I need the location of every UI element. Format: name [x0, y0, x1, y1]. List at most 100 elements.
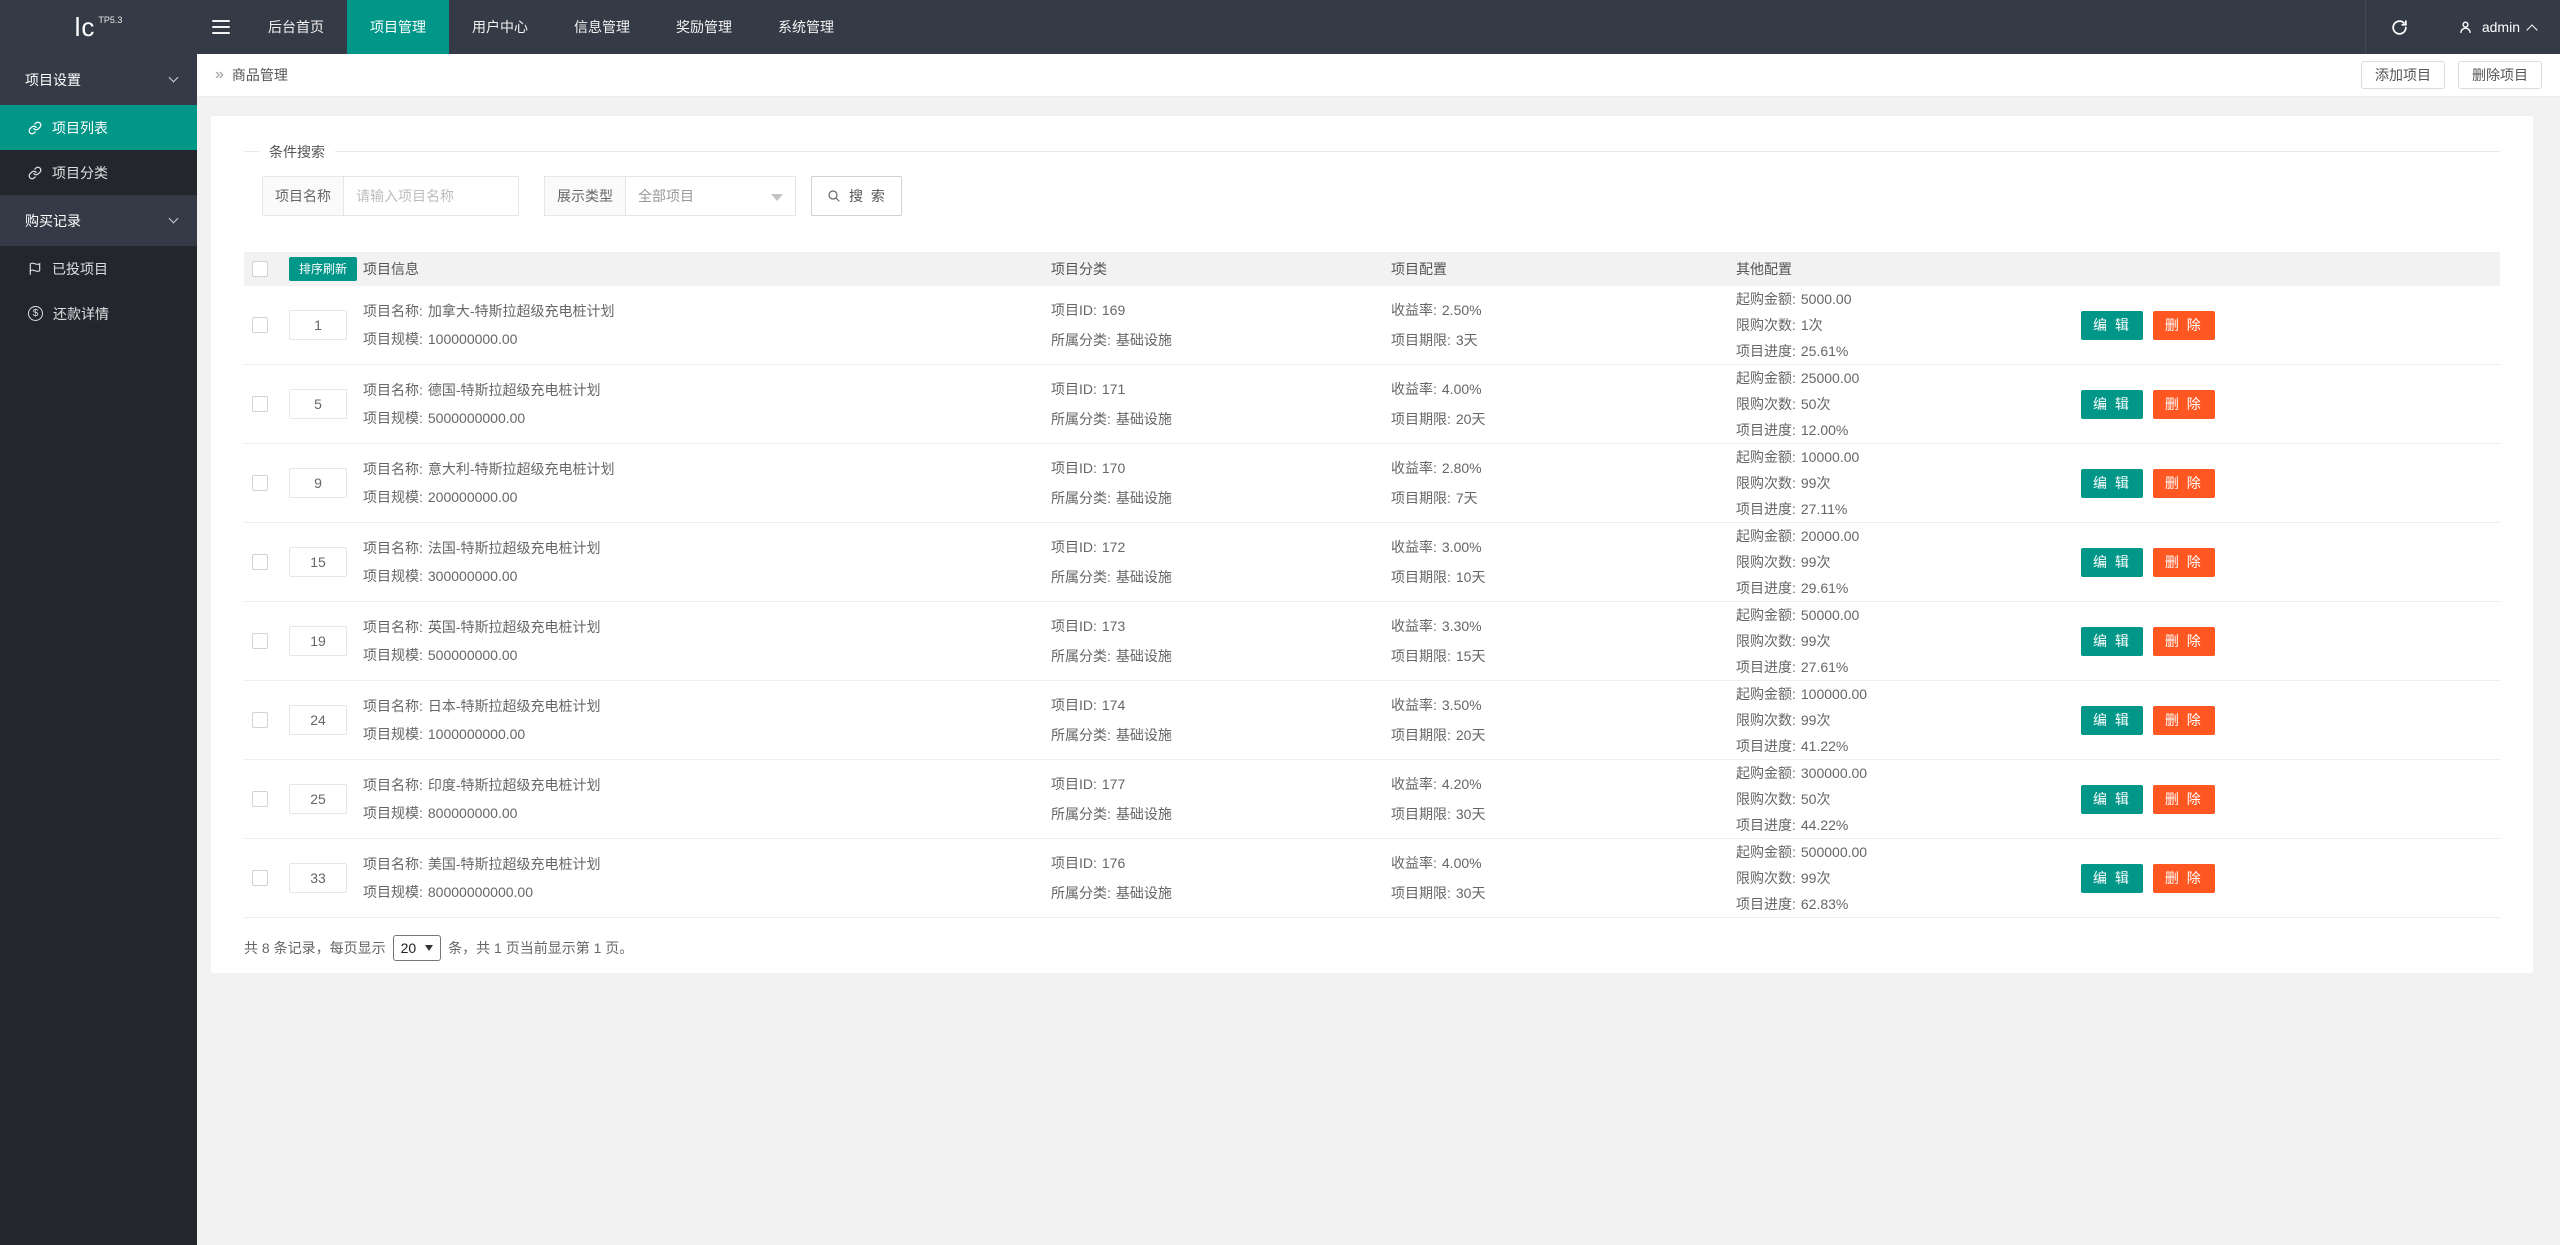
- sidebar-item[interactable]: 已投项目: [0, 246, 197, 291]
- project-info-cell: 项目名称: 法国-特斯拉超级充电桩计划 项目规模: 300000000.00: [363, 540, 601, 584]
- sidebar-item[interactable]: 项目列表: [0, 105, 197, 150]
- nav-item[interactable]: 奖励管理: [676, 19, 732, 35]
- nav-item[interactable]: 项目管理: [347, 0, 449, 54]
- projects-table: 排序刷新 项目信息 项目分类 项目配置 其他配置 项目名称:加拿大-特斯拉超级充…: [244, 252, 2500, 918]
- project-category: 基础设施: [1115, 490, 1172, 506]
- sort-order-input[interactable]: [289, 310, 347, 340]
- row-checkbox[interactable]: [252, 475, 268, 491]
- add-project-button[interactable]: 添加项目: [2361, 61, 2445, 89]
- page-size-value: 20: [400, 940, 417, 956]
- delete-project-button[interactable]: 删除项目: [2458, 61, 2542, 89]
- nav-item[interactable]: 后台首页: [268, 19, 324, 35]
- hamburger-menu-icon[interactable]: [197, 0, 245, 54]
- row-checkbox[interactable]: [252, 554, 268, 570]
- other-config-cell: 起购金额: 5000.00 限购次数: 1次 项目进度: 25.61%: [1736, 291, 1852, 359]
- card: 条件搜索 项目名称 展示类型 全部项目: [211, 116, 2533, 973]
- link-icon: [28, 121, 42, 134]
- search-button[interactable]: 搜 索: [811, 176, 902, 216]
- sort-order-input[interactable]: [289, 389, 347, 419]
- search-form: 项目名称 展示类型 全部项目 搜 索: [262, 176, 2500, 216]
- project-category-cell: 项目ID: 173 所属分类: 基础设施: [1051, 618, 1172, 664]
- delete-button[interactable]: 删 除: [2152, 389, 2215, 419]
- edit-button[interactable]: 编 辑: [2081, 389, 2143, 419]
- project-category: 基础设施: [1115, 648, 1172, 664]
- sort-order-input[interactable]: [289, 626, 347, 656]
- project-name-input[interactable]: [344, 176, 519, 216]
- search-legend: 条件搜索: [259, 142, 335, 162]
- display-type-select[interactable]: 全部项目: [626, 176, 796, 216]
- project-config-cell: 收益率: 2.50% 项目期限: 3天: [1391, 302, 1482, 348]
- sidebar-item[interactable]: $ 还款详情: [0, 291, 197, 336]
- delete-button[interactable]: 删 除: [2152, 468, 2215, 498]
- project-name: 日本-特斯拉超级充电桩计划: [427, 698, 601, 714]
- project-category-cell: 项目ID: 169 所属分类: 基础设施: [1051, 302, 1172, 348]
- other-config-cell: 起购金额: 100000.00 限购次数: 99次 项目进度: 41.22%: [1736, 686, 1868, 754]
- row-checkbox[interactable]: [252, 396, 268, 412]
- select-all-checkbox[interactable]: [252, 261, 268, 277]
- nav-item[interactable]: 用户中心: [472, 19, 528, 35]
- sort-order-input[interactable]: [289, 705, 347, 735]
- project-category-cell: 项目ID: 170 所属分类: 基础设施: [1051, 460, 1172, 506]
- yield-rate: 4.20%: [1441, 776, 1482, 792]
- edit-button[interactable]: 编 辑: [2081, 705, 2143, 735]
- column-header-info: 项目信息: [363, 261, 419, 277]
- chevron-down-icon: [168, 72, 179, 83]
- delete-button[interactable]: 删 除: [2152, 547, 2215, 577]
- breadcrumb-bar: » 商品管理 添加项目 删除项目: [197, 54, 2560, 97]
- sort-order-input[interactable]: [289, 468, 347, 498]
- delete-button[interactable]: 删 除: [2152, 784, 2215, 814]
- delete-button[interactable]: 删 除: [2152, 310, 2215, 340]
- project-name: 法国-特斯拉超级充电桩计划: [427, 540, 601, 556]
- project-period: 3天: [1455, 332, 1478, 348]
- sidebar-group[interactable]: 购买记录: [0, 195, 197, 246]
- page-size-select[interactable]: 20: [392, 935, 442, 961]
- min-amount: 20000.00: [1800, 528, 1860, 544]
- search-icon: [828, 190, 840, 202]
- row-checkbox[interactable]: [252, 870, 268, 886]
- edit-button[interactable]: 编 辑: [2081, 310, 2143, 340]
- edit-button[interactable]: 编 辑: [2081, 863, 2143, 893]
- logo-text: lc: [74, 12, 96, 42]
- delete-button[interactable]: 删 除: [2152, 626, 2215, 656]
- sort-order-input[interactable]: [289, 784, 347, 814]
- row-checkbox[interactable]: [252, 791, 268, 807]
- table-row: 项目名称:意大利-特斯拉超级充电桩计划 项目规模:200000000.00 项目…: [244, 444, 2500, 523]
- nav-item[interactable]: 系统管理: [778, 19, 834, 35]
- sort-refresh-button[interactable]: 排序刷新: [289, 257, 358, 281]
- row-checkbox[interactable]: [252, 317, 268, 333]
- project-id: 173: [1101, 618, 1126, 634]
- min-amount: 50000.00: [1800, 607, 1860, 623]
- row-checkbox[interactable]: [252, 633, 268, 649]
- table-row: 项目名称:德国-特斯拉超级充电桩计划 项目规模:5000000000.00 项目…: [244, 365, 2500, 444]
- table-row: 项目名称:英国-特斯拉超级充电桩计划 项目规模:500000000.00 项目I…: [244, 602, 2500, 681]
- edit-button[interactable]: 编 辑: [2081, 547, 2143, 577]
- sidebar-group[interactable]: 项目设置: [0, 54, 197, 105]
- min-amount: 10000.00: [1800, 449, 1860, 465]
- sort-order-input[interactable]: [289, 547, 347, 577]
- logo-version: TP5.3: [98, 15, 123, 25]
- edit-button[interactable]: 编 辑: [2081, 626, 2143, 656]
- triangle-down-icon: [771, 194, 783, 201]
- project-progress: 25.61%: [1800, 343, 1849, 359]
- min-amount: 5000.00: [1800, 291, 1852, 307]
- sidebar-item[interactable]: 项目分类: [0, 150, 197, 195]
- project-period: 30天: [1455, 806, 1486, 822]
- delete-button[interactable]: 删 除: [2152, 863, 2215, 893]
- column-header-config: 项目配置: [1391, 261, 1447, 277]
- project-progress: 12.00%: [1800, 422, 1849, 438]
- project-category-cell: 项目ID: 177 所属分类: 基础设施: [1051, 776, 1172, 822]
- refresh-button[interactable]: [2364, 0, 2433, 54]
- sort-order-input[interactable]: [289, 863, 347, 893]
- row-checkbox[interactable]: [252, 712, 268, 728]
- caret-down-icon: [425, 945, 434, 951]
- project-id: 171: [1101, 381, 1126, 397]
- project-category: 基础设施: [1115, 569, 1172, 585]
- table-body: 项目名称:加拿大-特斯拉超级充电桩计划 项目规模:100000000.00 项目…: [244, 286, 2500, 918]
- project-config-cell: 收益率: 4.00% 项目期限: 30天: [1391, 855, 1486, 901]
- edit-button[interactable]: 编 辑: [2081, 468, 2143, 498]
- user-menu[interactable]: admin: [2433, 0, 2560, 54]
- project-scale: 1000000000.00: [427, 726, 526, 742]
- edit-button[interactable]: 编 辑: [2081, 784, 2143, 814]
- delete-button[interactable]: 删 除: [2152, 705, 2215, 735]
- nav-item[interactable]: 信息管理: [574, 19, 630, 35]
